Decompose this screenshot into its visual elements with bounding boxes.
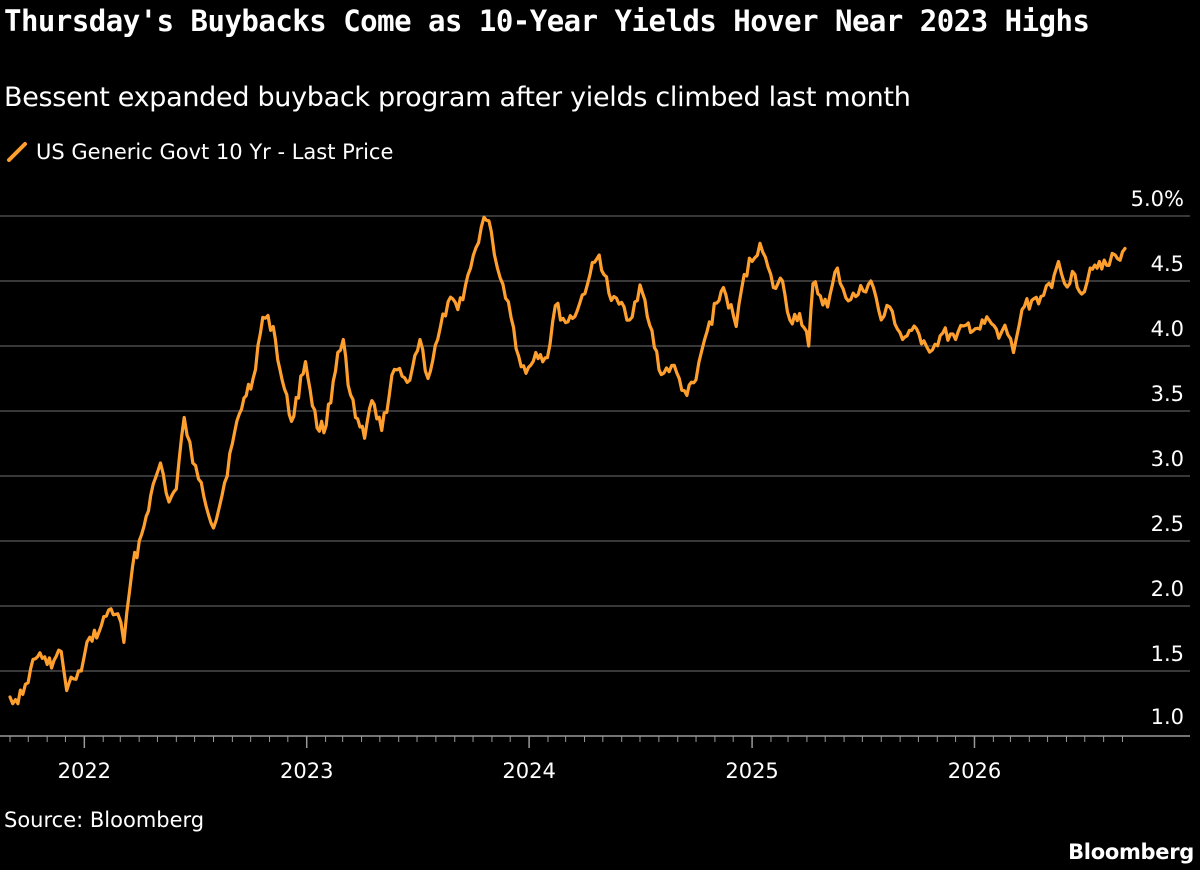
- x-axis: 2022 2023 2024 2025 2026: [0, 735, 1190, 783]
- y-tick-label: 1.5: [1151, 642, 1184, 666]
- chart-title: Thursday's Buybacks Come as 10-Year Yiel…: [4, 4, 1090, 38]
- y-axis-ticks: 1.0 1.5 2.0 2.5 3.0 3.5 4.0 4.5 5.0%: [1131, 187, 1184, 729]
- y-tick-label: 2.0: [1151, 577, 1184, 601]
- chart-subtitle: Bessent expanded buyback program after y…: [4, 82, 911, 113]
- y-tick-label: 1.0: [1151, 705, 1184, 729]
- x-tick-label: 2023: [280, 759, 333, 783]
- source-note: Source: Bloomberg: [4, 808, 205, 832]
- y-tick-label: 5.0%: [1131, 187, 1184, 211]
- x-tick-label: 2024: [502, 759, 555, 783]
- brand-logo: Bloomberg: [1068, 840, 1194, 864]
- y-tick-label: 3.0: [1151, 447, 1184, 471]
- legend-label: US Generic Govt 10 Yr - Last Price: [36, 140, 394, 164]
- x-tick-label: 2022: [58, 759, 111, 783]
- grid-lines: [0, 215, 1190, 672]
- series-layer: [8, 215, 1127, 706]
- x-tick-label: 2026: [948, 759, 1001, 783]
- y-tick-label: 2.5: [1151, 512, 1184, 536]
- legend-swatch-icon: [7, 142, 27, 162]
- legend: US Generic Govt 10 Yr - Last Price: [4, 136, 393, 168]
- series-line-0: [8, 215, 1127, 706]
- y-tick-label: 4.0: [1151, 317, 1184, 341]
- y-tick-label: 3.5: [1151, 382, 1184, 406]
- y-tick-label: 4.5: [1151, 252, 1184, 276]
- x-tick-label: 2025: [725, 759, 778, 783]
